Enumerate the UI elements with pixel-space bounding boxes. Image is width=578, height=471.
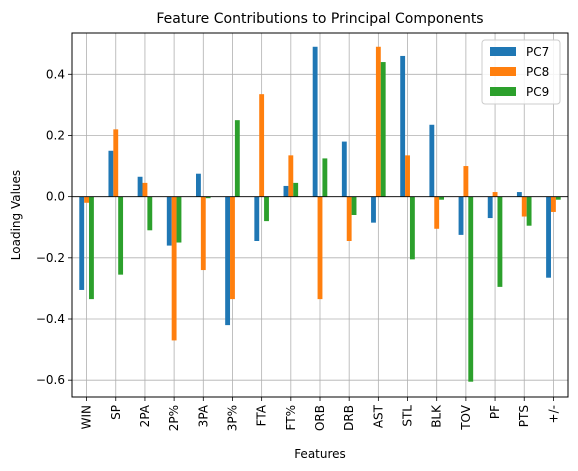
bar-pc9: [322, 158, 328, 197]
y-axis-ticks: −0.6 −0.4 −0.2 0.0 0.2 0.4: [36, 67, 72, 387]
bar-pc7: [546, 196, 551, 278]
x-axis-label: Features: [294, 447, 346, 461]
bar-pc8: [375, 46, 381, 197]
bar-pc7: [196, 173, 201, 197]
bar-pc8: [492, 192, 498, 197]
bar-pc7: [458, 196, 464, 235]
bar-pc7: [225, 196, 231, 326]
bar-pc8: [405, 155, 410, 197]
bar-pc9: [147, 196, 153, 231]
x-tick-label: PF: [488, 405, 502, 419]
bar-pc8: [346, 196, 352, 241]
bar-pc7: [400, 55, 406, 197]
x-tick-label: BLK: [430, 404, 444, 428]
x-tick-label: +/-: [546, 405, 560, 423]
legend: PC7 PC8 PC9: [481, 39, 561, 105]
bar-pc8: [521, 196, 527, 217]
bar-pc9: [293, 182, 299, 197]
bar-pc9: [234, 120, 240, 197]
bar-pc9: [205, 196, 211, 199]
legend-label-pc8: PC8: [526, 65, 549, 79]
x-tick-label: 3PA: [196, 404, 210, 427]
bar-pc9: [468, 196, 474, 382]
y-tick-label: 0.2: [46, 128, 65, 142]
bar-pc7: [487, 196, 493, 219]
legend-swatch-pc7: [490, 47, 516, 56]
bar-pc9: [351, 196, 357, 215]
bar-pc7: [79, 196, 85, 290]
x-tick-label: WIN: [80, 405, 94, 429]
legend-label-pc9: PC9: [526, 85, 549, 99]
bar-pc7: [254, 196, 260, 241]
legend-swatch-pc9: [490, 87, 516, 96]
bar-pc9: [497, 196, 503, 287]
x-tick-label: TOV: [459, 404, 473, 431]
bars: [79, 46, 561, 382]
legend-label-pc7: PC7: [526, 45, 549, 59]
bar-pc7: [108, 150, 114, 197]
bar-pc8: [463, 166, 469, 197]
bar-pc7: [137, 176, 143, 197]
bar-pc7: [166, 196, 172, 246]
x-tick-label: ORB: [313, 405, 327, 431]
bar-pc9: [264, 196, 269, 222]
bar-pc9: [89, 196, 94, 300]
x-tick-label: FT%: [284, 405, 298, 430]
bar-pc8: [171, 196, 177, 341]
bar-pc8: [317, 196, 323, 300]
y-tick-label: 0.4: [46, 67, 65, 81]
x-tick-label: AST: [371, 404, 385, 428]
bar-pc9: [176, 196, 182, 243]
bar-pc8: [434, 196, 440, 229]
bar-pc8: [230, 196, 235, 300]
bar-pc7: [312, 46, 318, 197]
bar-pc8: [113, 129, 119, 197]
y-tick-label: −0.6: [36, 373, 65, 387]
y-tick-label: −0.2: [36, 251, 65, 265]
x-tick-label: 3P%: [225, 405, 239, 431]
x-axis-ticks: WIN SP 2PA 2P% 3PA 3P% FTA FT% ORB DRB AST STL BLK TO…: [80, 397, 560, 431]
x-tick-label: STL: [401, 405, 415, 427]
bar-pc7: [516, 192, 522, 197]
bar-pc9: [118, 196, 124, 275]
bar-pc7: [371, 196, 376, 223]
x-tick-label: 2P%: [167, 405, 181, 431]
bar-pc8: [550, 196, 556, 212]
x-tick-label: FTA: [255, 404, 269, 426]
y-tick-label: −0.4: [36, 312, 65, 326]
bar-pc7: [283, 185, 289, 197]
bar-pc7: [429, 124, 435, 197]
bar-pc8: [200, 196, 206, 271]
bar-pc8: [288, 155, 294, 197]
bar-pc8: [142, 182, 148, 197]
bar-pc9: [555, 196, 561, 200]
bar-pc9: [526, 196, 532, 226]
chart-title: Feature Contributions to Principal Compo…: [156, 11, 483, 27]
y-axis-label: Loading Values: [9, 170, 23, 260]
bar-pc8: [84, 196, 90, 203]
bar-pc7: [341, 141, 347, 197]
x-tick-label: PTS: [517, 405, 531, 427]
x-tick-label: DRB: [342, 405, 356, 431]
bar-pc8: [259, 94, 265, 197]
x-tick-label: SP: [109, 405, 123, 420]
legend-swatch-pc8: [490, 67, 516, 76]
y-tick-label: 0.0: [46, 190, 65, 204]
x-tick-label: 2PA: [138, 404, 152, 427]
bar-pc9: [380, 62, 386, 197]
bar-pc9: [439, 196, 444, 200]
bar-pc9: [409, 196, 415, 260]
